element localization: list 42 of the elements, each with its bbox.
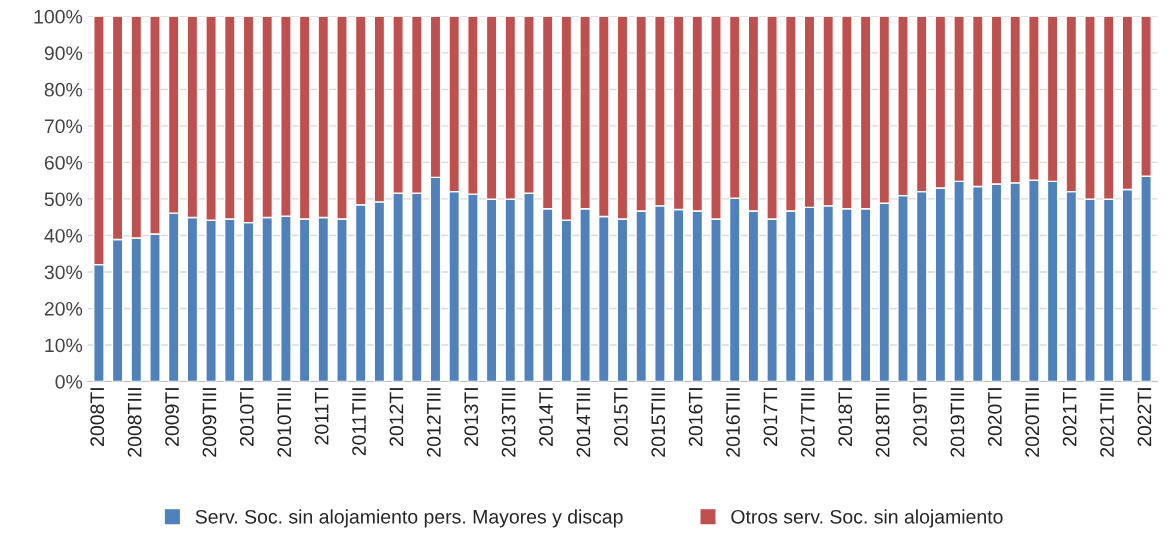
x-tick-label: 2008TIII (127, 388, 142, 457)
x-tick-label: 2009TIII (202, 388, 217, 457)
y-tick-label: 80% (44, 82, 83, 97)
x-tick-label: 2008TI (90, 388, 105, 446)
x-tick-label: 2014TI (539, 388, 553, 446)
x-tick-label: 2012TI (389, 388, 404, 446)
x-tick-label: 2019TIII (950, 388, 965, 457)
x-tick-label: 2017TI (763, 388, 778, 446)
x-tick-label: 2021TI (1062, 388, 1077, 446)
x-tick-label: 2021TIII (1100, 388, 1114, 457)
x-tick-label: 2017TIII (800, 388, 815, 457)
x-tick-label: 2011TI (314, 388, 329, 445)
x-tick-label: 2013TI (464, 388, 479, 446)
x-tick-label: 2010TIII (277, 388, 292, 457)
y-tick-label: 50% (44, 192, 83, 207)
x-tick-label: 2015TI (613, 388, 628, 446)
y-tick-label: 20% (44, 301, 83, 316)
x-tick-label: 2012TIII (426, 388, 441, 457)
x-tick-label: 2018TI (838, 388, 853, 446)
y-tick-label: 10% (45, 338, 83, 353)
y-tick-label: 90% (44, 46, 83, 61)
y-tick-label: 100% (34, 9, 83, 24)
y-tick-label: 0% (55, 374, 83, 389)
x-tick-label: 2016TI (688, 388, 703, 446)
x-tick-label: 2015TIII (651, 388, 666, 457)
x-tick-label: 2011TIII (352, 388, 366, 456)
y-tick-label: 30% (44, 265, 83, 280)
x-tick-label: 2014TIII (576, 388, 591, 457)
y-tick-label: 40% (44, 228, 83, 243)
legend-label: Serv. Soc. sin alojamiento pers. Mayores y discap (195, 509, 623, 528)
x-tick-label: 2016TIII (726, 388, 740, 457)
x-tick-label: 2020TIII (1025, 388, 1040, 457)
x-tick-label: 2010TI (239, 388, 254, 446)
x-tick-label: 2018TIII (875, 388, 890, 457)
x-tick-label: 2013TIII (501, 388, 516, 457)
y-tick-label: 70% (44, 119, 83, 134)
legend-label: Otros serv. Soc. sin alojamiento (731, 509, 1003, 528)
y-tick-label: 60% (44, 155, 83, 170)
x-tick-label: 2009TI (165, 388, 179, 446)
x-tick-label: 2022TI (1137, 388, 1152, 446)
x-tick-label: 2020TI (987, 388, 1002, 446)
x-tick-label: 2019TI (913, 388, 927, 446)
